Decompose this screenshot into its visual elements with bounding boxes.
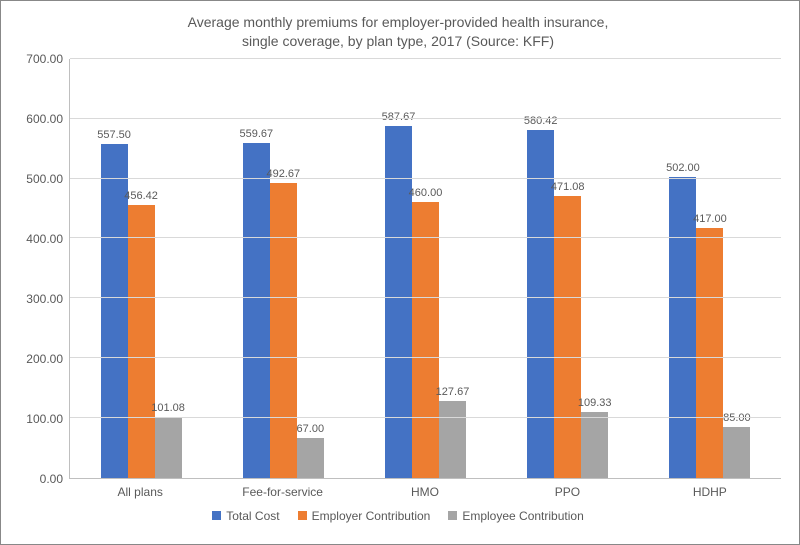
bar: 127.67	[439, 401, 466, 477]
gridline	[70, 58, 781, 59]
y-tick-label: 700.00	[26, 52, 63, 66]
bar: 559.67	[243, 143, 270, 478]
y-tick-label: 0.00	[40, 472, 63, 486]
x-axis-label: HMO	[354, 479, 496, 499]
bar-value-label: 471.08	[551, 181, 585, 193]
gridline	[70, 237, 781, 238]
bar: 85.00	[723, 427, 750, 478]
legend-swatch	[298, 511, 307, 520]
x-axis-label: All plans	[69, 479, 211, 499]
x-axis-label: HDHP	[639, 479, 781, 499]
legend-swatch	[448, 511, 457, 520]
bar: 456.42	[128, 205, 155, 478]
chart-title: Average monthly premiums for employer-pr…	[15, 13, 781, 51]
y-tick-label: 400.00	[26, 232, 63, 246]
x-axis-labels: All plansFee-for-serviceHMOPPOHDHP	[69, 479, 781, 499]
bar-group: 587.67460.00127.67	[354, 59, 496, 478]
legend-label: Total Cost	[226, 509, 279, 523]
gridline	[70, 297, 781, 298]
legend-label: Employer Contribution	[312, 509, 431, 523]
x-axis-label: Fee-for-service	[211, 479, 353, 499]
bar: 67.00	[297, 438, 324, 478]
bar-value-label: 109.33	[578, 397, 612, 409]
bar-value-label: 417.00	[693, 213, 727, 225]
bar-group: 559.67492.6767.00	[212, 59, 354, 478]
bar: 492.67	[270, 183, 297, 478]
bar-value-label: 101.08	[151, 402, 185, 414]
bar: 460.00	[412, 202, 439, 477]
y-tick-label: 500.00	[26, 172, 63, 186]
gridline	[70, 118, 781, 119]
bar-value-label: 460.00	[409, 187, 443, 199]
y-tick-label: 200.00	[26, 352, 63, 366]
legend-item: Employee Contribution	[448, 509, 583, 523]
bar-value-label: 127.67	[436, 386, 470, 398]
plot: 557.50456.42101.08559.67492.6767.00587.6…	[69, 59, 781, 479]
bar: 417.00	[696, 228, 723, 478]
bar-group: 502.00417.0085.00	[639, 59, 781, 478]
legend-swatch	[212, 511, 221, 520]
y-tick-label: 100.00	[26, 412, 63, 426]
legend-item: Total Cost	[212, 509, 279, 523]
bar-value-label: 456.42	[124, 190, 158, 202]
bar-value-label: 502.00	[666, 162, 700, 174]
bar-group: 580.42471.08109.33	[497, 59, 639, 478]
legend-label: Employee Contribution	[462, 509, 583, 523]
bar-groups: 557.50456.42101.08559.67492.6767.00587.6…	[70, 59, 781, 478]
legend: Total Cost Employer Contribution Employee …	[15, 509, 781, 523]
bar-value-label: 559.67	[239, 128, 273, 140]
gridline	[70, 417, 781, 418]
chart-title-line1: Average monthly premiums for employer-pr…	[188, 14, 609, 30]
bar: 109.33	[581, 412, 608, 477]
gridline	[70, 178, 781, 179]
bar-value-label: 67.00	[297, 423, 325, 435]
bar: 587.67	[385, 126, 412, 478]
bar: 101.08	[155, 417, 182, 478]
bar-value-label: 557.50	[97, 129, 131, 141]
y-tick-label: 300.00	[26, 292, 63, 306]
bar-group: 557.50456.42101.08	[70, 59, 212, 478]
plot-area: 0.00100.00200.00300.00400.00500.00600.00…	[15, 59, 781, 479]
x-axis-label: PPO	[496, 479, 638, 499]
gridline	[70, 357, 781, 358]
chart-container: Average monthly premiums for employer-pr…	[0, 0, 800, 545]
y-axis: 0.00100.00200.00300.00400.00500.00600.00…	[15, 59, 69, 479]
y-tick-label: 600.00	[26, 112, 63, 126]
legend-item: Employer Contribution	[298, 509, 431, 523]
chart-title-line2: single coverage, by plan type, 2017 (Sou…	[242, 33, 554, 49]
